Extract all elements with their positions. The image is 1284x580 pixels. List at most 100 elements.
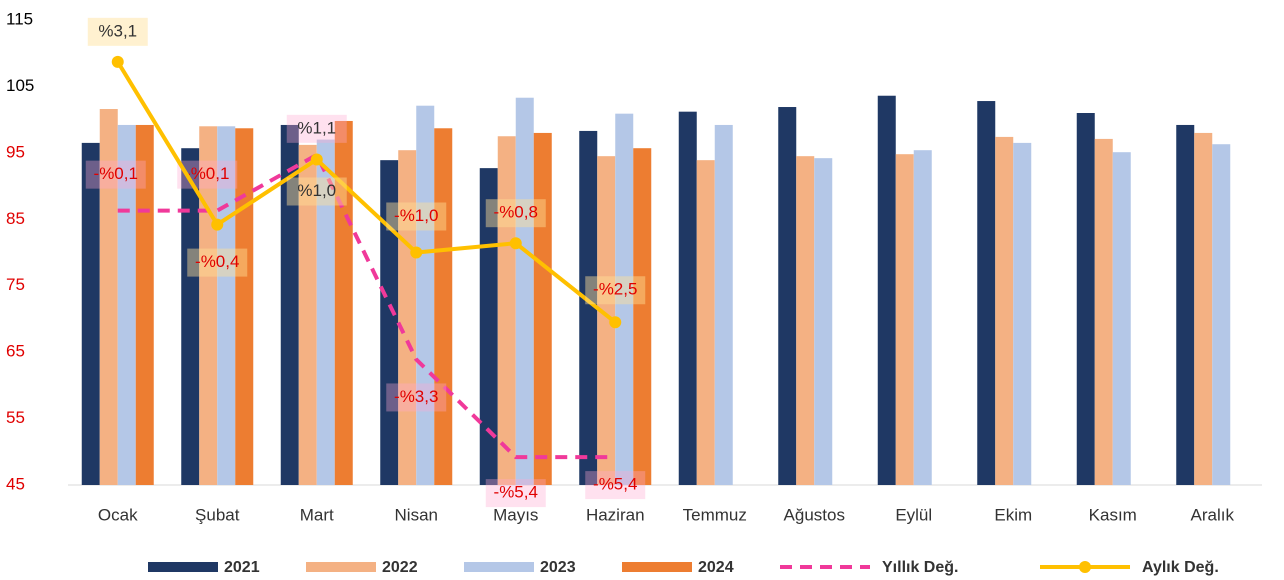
bar bbox=[135, 124, 154, 485]
bar bbox=[696, 160, 715, 485]
label-box bbox=[187, 248, 248, 277]
data-label: -%5,4 bbox=[593, 475, 637, 494]
x-tick-label: Aralık bbox=[1191, 505, 1235, 524]
bar bbox=[181, 148, 200, 485]
bar bbox=[1112, 152, 1131, 485]
data-label: -%0,1 bbox=[94, 164, 138, 183]
bar bbox=[117, 124, 136, 485]
legend-label: 2021 bbox=[224, 559, 260, 576]
bar bbox=[796, 156, 815, 485]
x-tick-label: Ocak bbox=[98, 505, 138, 524]
x-tick-label: Kasım bbox=[1089, 505, 1137, 524]
x-tick-label: Şubat bbox=[195, 505, 240, 524]
data-label: -%1,0 bbox=[394, 206, 438, 225]
legend-label: 2023 bbox=[540, 559, 576, 576]
x-tick-label: Ekim bbox=[994, 505, 1032, 524]
label-box bbox=[585, 471, 646, 500]
bar bbox=[81, 142, 100, 485]
y-tick-label: 45 bbox=[6, 474, 25, 493]
legend-swatch bbox=[306, 562, 376, 572]
bar bbox=[977, 101, 996, 486]
label-box bbox=[585, 276, 646, 305]
bar bbox=[678, 111, 697, 486]
data-label: -%0,8 bbox=[494, 203, 538, 222]
bar bbox=[714, 124, 733, 485]
marker bbox=[509, 237, 522, 250]
bar bbox=[1076, 113, 1095, 485]
y-tick-label: 55 bbox=[6, 408, 25, 427]
y-tick-label: 105 bbox=[6, 76, 34, 95]
label-box bbox=[386, 202, 447, 231]
bar bbox=[615, 113, 634, 486]
bar bbox=[497, 136, 516, 485]
y-tick-label: 85 bbox=[6, 209, 25, 228]
bar bbox=[1194, 132, 1213, 485]
x-tick-label: Mayıs bbox=[493, 505, 538, 524]
bar bbox=[913, 150, 932, 485]
label-box bbox=[85, 160, 146, 189]
y-tick-label: 65 bbox=[6, 342, 25, 361]
bar bbox=[1212, 144, 1231, 485]
label-box bbox=[485, 199, 546, 228]
bar bbox=[280, 124, 299, 485]
marker bbox=[310, 153, 323, 166]
bar bbox=[515, 97, 534, 485]
bar bbox=[334, 120, 353, 485]
marker bbox=[410, 246, 423, 259]
bar bbox=[597, 156, 616, 485]
legend-label: Aylık Değ. bbox=[1142, 559, 1219, 576]
bar bbox=[235, 128, 254, 485]
y-tick-label: 115 bbox=[6, 9, 33, 28]
legend-swatch bbox=[464, 562, 534, 572]
legend-swatch bbox=[148, 562, 218, 572]
data-label: %1,0 bbox=[297, 181, 336, 200]
bar bbox=[298, 144, 317, 485]
bar bbox=[895, 154, 914, 485]
bar bbox=[995, 136, 1014, 485]
label-box bbox=[286, 114, 347, 143]
bar bbox=[434, 128, 453, 485]
legend-label: Yıllık Değ. bbox=[882, 559, 958, 576]
line-series bbox=[117, 152, 616, 460]
legend-swatch bbox=[622, 562, 692, 572]
bar bbox=[579, 130, 598, 485]
label-box bbox=[386, 383, 447, 412]
x-tick-label: Nisan bbox=[395, 505, 438, 524]
bar bbox=[533, 132, 552, 485]
bar bbox=[633, 148, 652, 485]
marker bbox=[211, 218, 224, 231]
bar bbox=[416, 105, 435, 485]
bar bbox=[814, 158, 833, 485]
y-tick-label: 75 bbox=[6, 275, 25, 294]
marker bbox=[111, 55, 124, 68]
data-label: -%5,4 bbox=[494, 483, 538, 502]
legend-label: 2024 bbox=[698, 559, 734, 576]
label-box bbox=[87, 17, 148, 46]
marker bbox=[609, 316, 622, 329]
bar bbox=[1176, 124, 1195, 485]
data-label: %3,1 bbox=[98, 21, 137, 40]
label-box bbox=[485, 479, 546, 508]
legend-label: 2022 bbox=[382, 559, 418, 576]
bar bbox=[398, 150, 417, 485]
line-series bbox=[116, 60, 617, 324]
data-label: -%0,4 bbox=[195, 252, 239, 271]
x-tick-label: Ağustos bbox=[784, 505, 845, 524]
legend-marker bbox=[1079, 561, 1091, 573]
data-label: -%3,3 bbox=[394, 387, 438, 406]
bar bbox=[316, 139, 335, 486]
data-label: %1,1 bbox=[297, 118, 336, 137]
data-label: -%0,1 bbox=[185, 164, 229, 183]
bar bbox=[877, 95, 896, 485]
bar bbox=[1013, 142, 1032, 485]
bar bbox=[380, 160, 399, 485]
bar bbox=[778, 107, 797, 486]
data-label: -%2,5 bbox=[593, 280, 637, 299]
y-tick-label: 95 bbox=[6, 142, 25, 161]
x-tick-label: Temmuz bbox=[683, 505, 747, 524]
x-tick-label: Haziran bbox=[586, 505, 645, 524]
bar bbox=[99, 109, 118, 485]
x-tick-label: Eylül bbox=[895, 505, 932, 524]
x-tick-label: Mart bbox=[300, 505, 334, 524]
